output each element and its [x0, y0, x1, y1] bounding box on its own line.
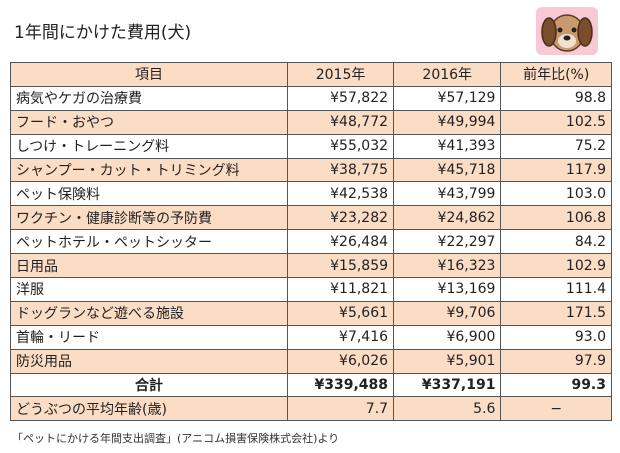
cell: ¥23,282 — [287, 205, 395, 231]
cell: ¥15,859 — [287, 253, 395, 279]
title: 1年間にかけた費用(犬) — [14, 23, 192, 43]
data-row: フード・おやつ ¥48,772 ¥49,994 102.5 — [9, 109, 612, 135]
data-row: 日用品 ¥15,859 ¥16,323 102.9 — [9, 253, 612, 279]
cell: ¥16,323 — [393, 253, 502, 279]
row-label: ドッグランなど遊べる施設 — [9, 300, 289, 326]
cell: ¥43,799 — [393, 181, 502, 207]
cell: 5.6 — [393, 396, 502, 422]
row-label: 防災用品 — [9, 348, 289, 374]
cell: ¥26,484 — [287, 229, 395, 255]
cell: 98.8 — [500, 85, 612, 111]
column-header: 前年比(%) — [500, 62, 612, 87]
row-label: シャンプー・カット・トリミング料 — [9, 157, 289, 183]
cell: ¥57,129 — [393, 85, 502, 111]
data-row: 防災用品 ¥6,026 ¥5,901 97.9 — [9, 348, 612, 374]
row-label: どうぶつの平均年齢(歳) — [9, 396, 289, 422]
cell: ¥22,297 — [393, 229, 502, 255]
cell: ¥49,994 — [393, 109, 502, 135]
cell: 171.5 — [500, 300, 612, 326]
column-header: 2016年 — [393, 62, 502, 87]
cell: 117.9 — [500, 157, 612, 183]
data-row: シャンプー・カット・トリミング料 ¥38,775 ¥45,718 117.9 — [9, 157, 612, 183]
cell: 7.7 — [287, 396, 395, 422]
data-row: 洋服 ¥11,821 ¥13,169 111.4 — [9, 277, 612, 302]
data-row: ドッグランなど遊べる施設 ¥5,661 ¥9,706 171.5 — [9, 300, 612, 326]
cell: ¥24,862 — [393, 205, 502, 231]
cell: ¥13,169 — [393, 277, 502, 302]
cell: ¥5,901 — [393, 348, 502, 374]
cell: 106.8 — [500, 205, 612, 231]
data-row: ペット保険料 ¥42,538 ¥43,799 103.0 — [9, 181, 612, 207]
row-label: 合計 — [9, 372, 289, 398]
cell: 84.2 — [500, 229, 612, 255]
row-label: ワクチン・健康診断等の予防費 — [9, 205, 289, 231]
cost-table: 項目 2015年 2016年 前年比(%) 病気やケガの治療費 ¥57,822 ¥57,12… — [9, 62, 612, 422]
cell: 93.0 — [500, 324, 612, 350]
cell: ¥38,775 — [287, 157, 395, 183]
cell: ¥57,822 — [287, 85, 395, 111]
cell: ¥55,032 — [287, 133, 395, 159]
row-label: 洋服 — [9, 277, 289, 302]
data-row: 病気やケガの治療費 ¥57,822 ¥57,129 98.8 — [9, 85, 612, 111]
row-label: 首輪・リード — [9, 324, 289, 350]
column-header: 2015年 — [287, 62, 395, 87]
cell: ¥337,191 — [393, 372, 502, 398]
cell: ¥9,706 — [393, 300, 502, 326]
cell: ¥48,772 — [287, 109, 395, 135]
header-row: 項目 2015年 2016年 前年比(%) — [9, 62, 612, 87]
data-row: しつけ・トレーニング料 ¥55,032 ¥41,393 75.2 — [9, 133, 612, 159]
data-row: ペットホテル・ペットシッター ¥26,484 ¥22,297 84.2 — [9, 229, 612, 255]
cell: ¥7,416 — [287, 324, 395, 350]
cell: 102.9 — [500, 253, 612, 279]
cell: 111.4 — [500, 277, 612, 302]
cell: − — [500, 396, 612, 422]
data-row: 首輪・リード ¥7,416 ¥6,900 93.0 — [9, 324, 612, 350]
row-label: しつけ・トレーニング料 — [9, 133, 289, 159]
age-row: どうぶつの平均年齢(歳) 7.7 5.6− — [9, 396, 612, 422]
cell: ¥11,821 — [287, 277, 395, 302]
row-label: フード・おやつ — [9, 109, 289, 135]
cell: ¥6,026 — [287, 348, 395, 374]
row-label: ペットホテル・ペットシッター — [9, 229, 289, 255]
source-note: 「ペットにかける年間支出調査」(アニコム損害保険株式会社)より — [12, 432, 340, 445]
dog-icon — [536, 7, 598, 55]
cell: ¥5,661 — [287, 300, 395, 326]
cell: ¥6,900 — [393, 324, 502, 350]
row-label: 病気やケガの治療費 — [9, 85, 289, 111]
data-row: ワクチン・健康診断等の予防費 ¥23,282 ¥24,862 106.8 — [9, 205, 612, 231]
cell: 103.0 — [500, 181, 612, 207]
cell: ¥45,718 — [393, 157, 502, 183]
row-label: ペット保険料 — [9, 181, 289, 207]
cell: ¥42,538 — [287, 181, 395, 207]
cell: ¥339,488 — [287, 372, 395, 398]
cell: 102.5 — [500, 109, 612, 135]
total-row: 合計 ¥339,488 ¥337,191 99.3 — [9, 372, 612, 398]
cell: 97.9 — [500, 348, 612, 374]
cell: ¥41,393 — [393, 133, 502, 159]
column-header: 項目 — [9, 62, 289, 87]
cell: 99.3 — [500, 372, 612, 398]
cell: 75.2 — [500, 133, 612, 159]
row-label: 日用品 — [9, 253, 289, 279]
